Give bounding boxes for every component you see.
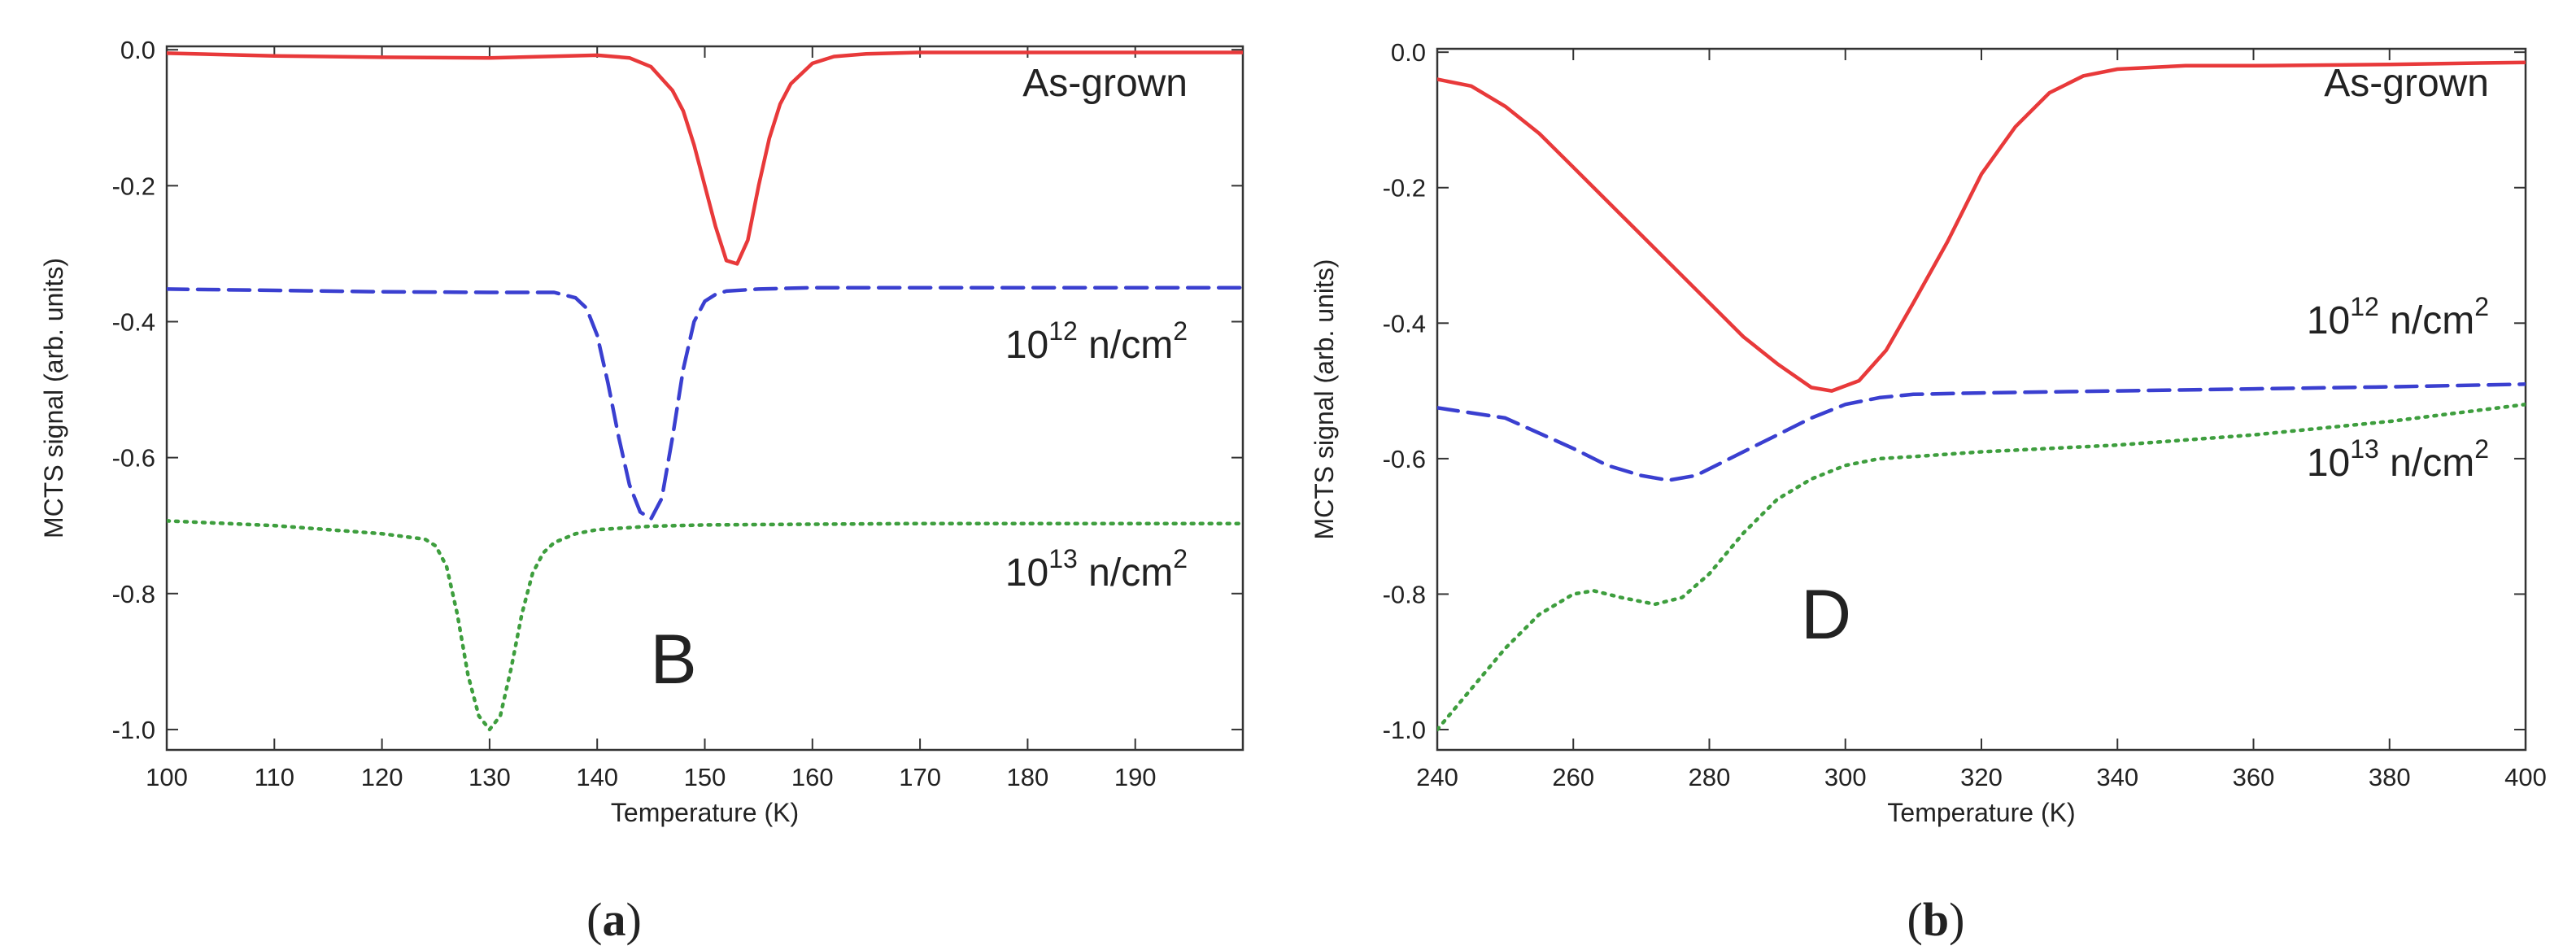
label-base: 10 <box>1005 324 1048 367</box>
series-label: 1013 n/cm2 <box>1005 544 1188 595</box>
x-tick-label: 110 <box>255 763 294 791</box>
label-base: 10 <box>2307 299 2350 342</box>
caption-open-paren: ( <box>1907 893 1923 946</box>
series-line-1e12 <box>1437 382 2526 482</box>
series-label: As-grown <box>2324 62 2489 105</box>
panel-b: 240 260 280 300 320 340 360 380 400 0.0 -0.2 -0.4 -0… <box>1310 38 2547 946</box>
x-tick-label: 340 <box>2096 763 2138 791</box>
caption-close-paren: ) <box>1949 893 1964 946</box>
y-axis-label: MCTS signal (arb. units) <box>39 258 68 538</box>
label-unit-exponent: 2 <box>1173 316 1188 346</box>
series-line-as-grown <box>167 50 1243 266</box>
y-tick-label: -0.6 <box>112 444 155 473</box>
x-tick-label: 180 <box>1007 763 1049 791</box>
x-tick-label: 120 <box>361 763 403 791</box>
label-unit: n/cm <box>2379 442 2474 485</box>
y-tick-label: 0.0 <box>1391 38 1426 67</box>
series-label: As-grown <box>1022 62 1188 105</box>
y-tick-label: -0.2 <box>112 172 155 200</box>
y-tick-label: -1.0 <box>112 716 155 744</box>
series-line-as-grown <box>1437 60 2526 393</box>
x-tick-label: 320 <box>1960 763 2003 791</box>
label-exponent: 13 <box>2350 434 2379 464</box>
panel-a: 100 110 120 130 140 150 160 170 180 190 0.0 -0.2 -0.… <box>39 36 1244 946</box>
label-unit-exponent: 2 <box>1173 544 1188 573</box>
x-tick-label: 280 <box>1689 763 1731 791</box>
y-tick-label: -0.8 <box>112 580 155 608</box>
panel-caption: (a) <box>586 893 642 946</box>
x-tick-label: 100 <box>146 763 188 791</box>
label-base: 10 <box>1005 551 1048 595</box>
label-unit: n/cm <box>2379 299 2474 342</box>
series-line-1e13 <box>1437 402 2526 732</box>
y-axis-label: MCTS signal (arb. units) <box>1310 259 1339 540</box>
caption-close-paren: ) <box>626 893 642 946</box>
caption-letter: a <box>603 893 626 946</box>
x-tick-label: 170 <box>899 763 941 791</box>
series-label: 1012 n/cm2 <box>1005 316 1188 367</box>
label-unit: n/cm <box>1078 551 1173 595</box>
label-unit-exponent: 2 <box>2474 292 2489 321</box>
peak-label: D <box>1801 576 1851 654</box>
panel-caption: (b) <box>1907 893 1965 946</box>
label-unit: n/cm <box>1078 324 1173 367</box>
x-tick-label: 240 <box>1416 763 1458 791</box>
x-tick-label: 380 <box>2369 763 2411 791</box>
peak-label: B <box>650 621 696 699</box>
x-axis-label: Temperature (K) <box>1887 798 2075 827</box>
caption-letter: b <box>1923 893 1949 946</box>
x-tick-label: 150 <box>684 763 726 791</box>
y-tick-label: -0.8 <box>1383 580 1426 608</box>
x-axis-label: Temperature (K) <box>611 798 799 827</box>
label-exponent: 12 <box>1048 316 1078 346</box>
y-tick-label: -1.0 <box>1383 716 1426 744</box>
x-tick-label: 360 <box>2233 763 2275 791</box>
y-tick-label: -0.4 <box>1383 309 1426 338</box>
series-line-1e13 <box>167 519 1243 732</box>
x-tick-label: 160 <box>791 763 834 791</box>
label-exponent: 13 <box>1048 544 1078 573</box>
y-tick-label: -0.2 <box>1383 174 1426 203</box>
label-unit-exponent: 2 <box>2474 434 2489 464</box>
series-line-1e12 <box>167 285 1243 521</box>
y-tick-label: 0.0 <box>120 36 155 64</box>
label-exponent: 12 <box>2350 292 2379 321</box>
x-tick-label: 140 <box>576 763 618 791</box>
caption-open-paren: ( <box>586 893 602 946</box>
plot-frame <box>1436 47 2527 752</box>
series-label: 1013 n/cm2 <box>2307 434 2489 485</box>
y-tick-label: -0.4 <box>112 307 155 336</box>
label-base: 10 <box>2307 442 2350 485</box>
x-tick-label: 400 <box>2504 763 2547 791</box>
y-tick-label: -0.6 <box>1383 445 1426 473</box>
series-label: 1012 n/cm2 <box>2307 292 2489 342</box>
x-tick-label: 190 <box>1114 763 1157 791</box>
x-tick-label: 300 <box>1824 763 1867 791</box>
x-tick-label: 130 <box>469 763 511 791</box>
plot-frame <box>165 45 1244 752</box>
x-tick-label: 260 <box>1552 763 1594 791</box>
